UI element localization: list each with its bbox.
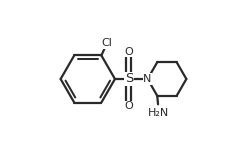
- Text: O: O: [124, 101, 133, 111]
- Text: H₂N: H₂N: [147, 108, 169, 118]
- Text: S: S: [125, 73, 133, 85]
- Text: N: N: [143, 74, 152, 84]
- Text: O: O: [124, 47, 133, 57]
- Text: Cl: Cl: [101, 38, 112, 48]
